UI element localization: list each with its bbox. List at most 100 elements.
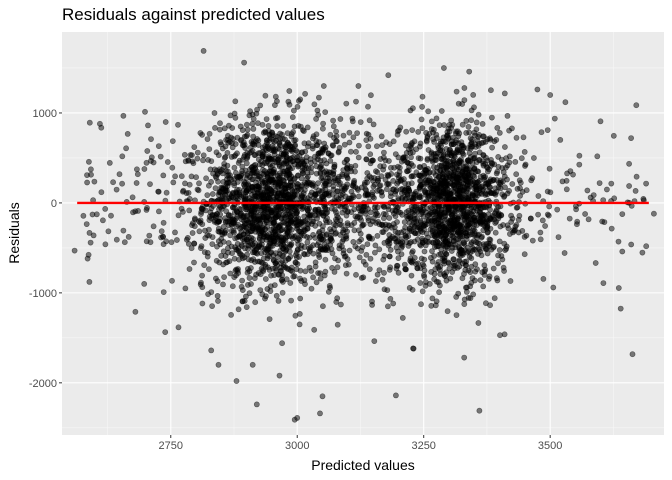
- data-point: [315, 208, 322, 215]
- data-point: [222, 253, 229, 259]
- data-point: [425, 189, 432, 196]
- data-point: [364, 179, 370, 186]
- data-point: [254, 120, 261, 126]
- data-point: [322, 256, 329, 263]
- data-point: [150, 223, 157, 230]
- data-point: [519, 227, 526, 234]
- data-point: [451, 203, 458, 210]
- data-point: [343, 156, 350, 163]
- data-point: [468, 239, 475, 246]
- data-point: [355, 142, 362, 149]
- data-point: [359, 222, 366, 228]
- data-point: [444, 308, 451, 315]
- data-point: [453, 293, 460, 300]
- data-point: [430, 185, 437, 192]
- data-point: [317, 270, 324, 277]
- data-point: [91, 178, 98, 185]
- data-point: [97, 120, 103, 127]
- data-point: [334, 321, 341, 328]
- data-point: [325, 150, 332, 157]
- data-point: [626, 183, 632, 189]
- data-point: [365, 143, 372, 150]
- data-point: [214, 278, 221, 285]
- data-point: [487, 225, 494, 232]
- data-point: [218, 141, 225, 148]
- data-point: [197, 245, 204, 251]
- data-point: [243, 204, 250, 211]
- data-point: [226, 218, 233, 225]
- data-point: [442, 243, 449, 250]
- data-point: [328, 246, 335, 252]
- data-point: [446, 128, 453, 135]
- data-point: [297, 267, 304, 274]
- data-point: [419, 93, 426, 100]
- data-point: [405, 185, 412, 192]
- data-point: [294, 237, 301, 244]
- data-point: [285, 98, 292, 105]
- data-point: [265, 155, 272, 161]
- data-point: [243, 155, 250, 162]
- data-point: [133, 180, 140, 186]
- data-point: [517, 192, 523, 199]
- data-point: [535, 193, 542, 199]
- data-point: [305, 221, 312, 228]
- data-point: [455, 100, 462, 107]
- data-point: [419, 261, 426, 268]
- data-point: [562, 99, 569, 106]
- data-point: [459, 223, 465, 230]
- data-point: [466, 167, 473, 173]
- data-point: [209, 303, 215, 309]
- data-point: [244, 126, 251, 133]
- data-point: [88, 171, 94, 178]
- data-point: [395, 195, 402, 202]
- data-point: [220, 203, 226, 210]
- data-point: [411, 138, 418, 145]
- data-point: [477, 190, 483, 197]
- data-point: [297, 96, 304, 103]
- data-point: [352, 162, 359, 169]
- data-point: [239, 298, 246, 305]
- data-point: [145, 122, 151, 129]
- data-point: [304, 143, 311, 150]
- data-point: [419, 288, 426, 295]
- data-point: [241, 234, 248, 241]
- data-point: [196, 180, 202, 187]
- data-point: [392, 392, 399, 399]
- data-point: [456, 263, 463, 270]
- data-point: [280, 168, 287, 175]
- data-point: [322, 146, 329, 153]
- data-point: [292, 143, 298, 149]
- data-point: [476, 407, 483, 414]
- data-point: [267, 283, 274, 290]
- data-point: [312, 263, 319, 270]
- data-point: [194, 149, 201, 156]
- data-point: [234, 213, 241, 220]
- data-point: [440, 255, 447, 261]
- data-point: [503, 245, 510, 252]
- data-point: [473, 217, 480, 224]
- data-point: [374, 271, 381, 278]
- data-point: [303, 165, 310, 171]
- data-point: [390, 138, 397, 145]
- data-point: [403, 128, 410, 135]
- data-point: [207, 166, 214, 173]
- data-point: [308, 164, 315, 171]
- data-point: [120, 112, 127, 119]
- data-point: [420, 272, 427, 278]
- data-point: [271, 228, 278, 235]
- data-point: [200, 48, 207, 54]
- data-point: [290, 129, 296, 135]
- data-point: [466, 68, 473, 75]
- data-point: [344, 174, 351, 181]
- data-point: [348, 168, 355, 175]
- data-point: [266, 131, 273, 138]
- data-point: [102, 241, 109, 248]
- data-point: [428, 118, 435, 125]
- data-point: [265, 205, 271, 211]
- data-point: [354, 130, 360, 136]
- data-point: [417, 280, 424, 286]
- data-point: [199, 221, 206, 228]
- data-point: [337, 301, 344, 308]
- data-point: [119, 180, 125, 187]
- data-point: [189, 230, 196, 236]
